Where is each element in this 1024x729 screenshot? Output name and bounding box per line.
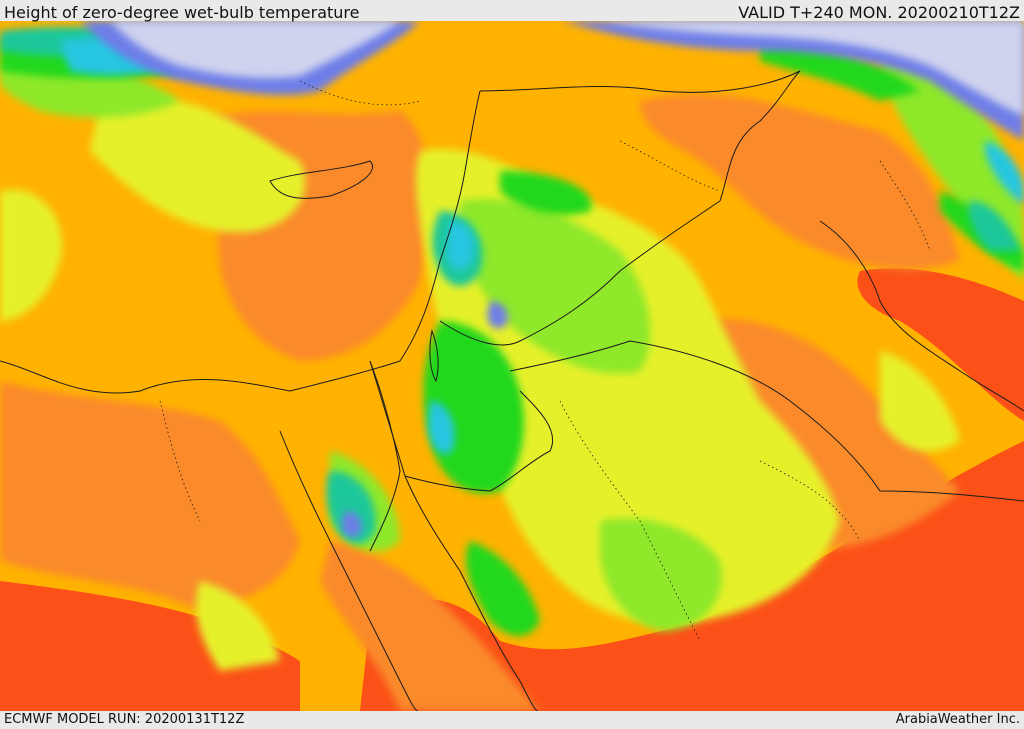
field-band-red-orange [0, 268, 1024, 711]
wet-bulb-zero-height-map[interactable] [0, 21, 1024, 711]
model-run-label: ECMWF MODEL RUN: 20200131T12Z [4, 712, 245, 727]
map-internal-lines [159, 80, 931, 642]
border-red-sea-jordan [404, 390, 554, 492]
footer-bar: ECMWF MODEL RUN: 20200131T12Z ArabiaWeat… [0, 711, 1024, 729]
gulf-of-suez-coast [369, 360, 401, 552]
border-jordan-saudi [439, 200, 721, 346]
border-turkey [479, 70, 801, 93]
red-sea-east-coast [404, 475, 539, 711]
border-saudi-iraq [509, 340, 1024, 502]
border-iraq-iran [719, 70, 801, 202]
header-bar: Height of zero-degree wet-bulb temperatu… [0, 0, 1024, 22]
map-boundaries [0, 70, 1024, 711]
field-band-very-low [110, 21, 1024, 116]
dead-sea [429, 329, 439, 383]
mediterranean-south-coast [0, 90, 481, 394]
map-title: Height of zero-degree wet-bulb temperatu… [4, 3, 360, 22]
persian-gulf-coast [819, 220, 1024, 412]
border-egypt-line [369, 360, 406, 477]
valid-time: VALID T+240 MON. 20200210T12Z [738, 3, 1020, 22]
red-sea-west-coast [279, 430, 419, 711]
field-band-orange [0, 94, 960, 711]
cyprus-coast [269, 160, 373, 199]
credit-label: ArabiaWeather Inc. [895, 712, 1020, 727]
